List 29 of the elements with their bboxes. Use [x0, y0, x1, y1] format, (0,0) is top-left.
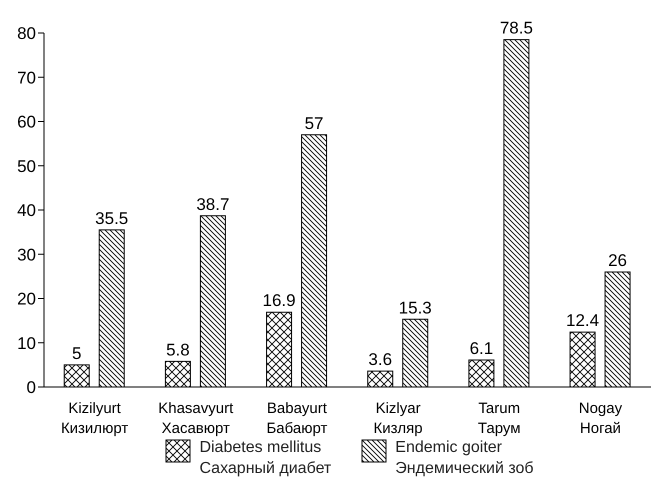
- x-tick-label: Babayurt Бабаюрт: [266, 400, 328, 437]
- data-label: 12.4: [566, 311, 600, 330]
- data-label: 38.7: [196, 194, 230, 214]
- x-tick-label: Tarum Тарум: [478, 400, 521, 437]
- y-tick-label: 30: [17, 245, 36, 264]
- x-tick-label: Nogay Ногай: [578, 400, 623, 437]
- data-label: 6.1: [470, 339, 494, 358]
- legend-label: Endemic goiter Эндемический зоб: [395, 438, 534, 479]
- y-tick-label: 0: [26, 378, 36, 398]
- data-label: 3.6: [368, 350, 392, 370]
- y-tick-label: 20: [17, 290, 36, 309]
- data-label: 5.8: [166, 340, 190, 360]
- data-label: 35.5: [95, 208, 128, 228]
- data-label: 15.3: [398, 298, 432, 318]
- x-tick-label: Khasavyurt Хасавюрт: [158, 400, 234, 437]
- y-tick-label: 50: [17, 156, 36, 176]
- y-tick-label: 40: [17, 201, 36, 220]
- y-tick-label: 10: [17, 334, 36, 353]
- y-tick-label: 80: [17, 24, 36, 44]
- y-tick-label: 70: [17, 68, 36, 88]
- data-label: 78.5: [500, 18, 533, 38]
- x-tick-label: Kizilyurt Кизилюрт: [60, 400, 128, 437]
- legend-label: Diabetes mellitus Сахарный диабет: [199, 438, 332, 479]
- data-label: 16.9: [262, 291, 296, 310]
- x-tick-label: Kizlyar Кизляр: [374, 400, 423, 437]
- y-tick-label: 60: [17, 112, 36, 132]
- data-label: 57: [304, 114, 324, 133]
- data-label: 5: [72, 344, 82, 363]
- data-label: 26: [608, 250, 628, 270]
